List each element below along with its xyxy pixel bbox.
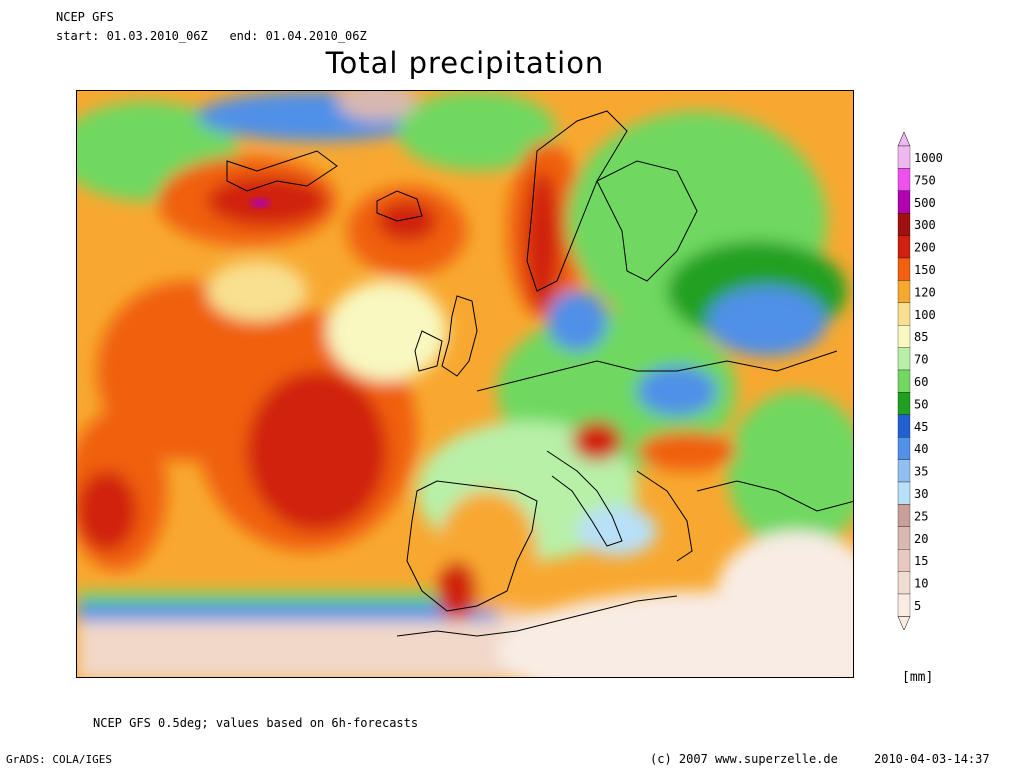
end-value: 01.04.2010_06Z (265, 29, 367, 43)
legend-swatch (897, 257, 911, 281)
timestamp: 2010-04-03-14:37 (874, 752, 990, 766)
legend-swatch (897, 481, 911, 505)
legend-swatch (897, 168, 911, 191)
legend-swatch (897, 593, 911, 617)
precip-field (77, 91, 853, 677)
legend-swatch (897, 526, 911, 550)
unit-label: [mm] (902, 670, 934, 685)
software-credit: GrADS: COLA/IGES (6, 753, 112, 766)
legend-level-label: 60 (914, 375, 928, 389)
legend-level-label: 70 (914, 353, 928, 367)
map-title: Total precipitation (325, 46, 605, 80)
precipitation-map (76, 90, 854, 678)
map-canvas (77, 91, 853, 677)
legend-level-label: 20 (914, 532, 928, 546)
legend-arrow-bottom (897, 616, 911, 630)
legend-swatch (897, 302, 911, 326)
legend-level-label: 30 (914, 487, 928, 501)
legend-level-label: 85 (914, 330, 928, 344)
legend-swatch (897, 190, 911, 214)
coastlines (226, 110, 853, 637)
legend-level-label: 45 (914, 420, 928, 434)
max-precip-spot (250, 198, 270, 208)
legend-level-label: 150 (914, 263, 936, 277)
time-range: start: 01.03.2010_06Z end: 01.04.2010_06… (56, 29, 367, 43)
legend-swatch (897, 145, 911, 169)
legend-swatch (897, 571, 911, 595)
legend-level-label: 40 (914, 442, 928, 456)
legend-swatch (897, 392, 911, 415)
copyright: (c) 2007 www.superzelle.de (650, 752, 838, 766)
legend-level-label: 10 (914, 577, 928, 591)
legend-swatch (897, 549, 911, 572)
data-note: NCEP GFS 0.5deg; values based on 6h-fore… (93, 716, 419, 730)
model-name: NCEP GFS (56, 10, 114, 24)
start-label: start: (56, 29, 100, 43)
legend-level-label: 500 (914, 196, 936, 210)
precip-legend: 1000 750 500 300 200 150 120 100 85 70 60 50 45 40 35 3… (897, 131, 943, 630)
end-label: end: (229, 29, 259, 43)
legend-level-label: 200 (914, 241, 936, 255)
legend-level-label: 50 (914, 397, 928, 411)
legend-swatch (897, 504, 911, 527)
legend-swatch (897, 235, 911, 259)
legend-level-label: 300 (914, 218, 936, 232)
legend-level-label: 25 (914, 509, 928, 523)
legend-swatch (897, 414, 911, 438)
legend-level-label: 15 (914, 554, 928, 568)
legend-swatch (897, 459, 911, 483)
legend-swatch (897, 369, 911, 393)
legend-swatch (897, 347, 911, 371)
legend-level-label: 5 (914, 599, 921, 613)
legend-swatch (897, 437, 911, 460)
legend-swatch (897, 213, 911, 236)
legend-level-label: 120 (914, 285, 936, 299)
legend-swatch (897, 325, 911, 348)
legend-level-label: 1000 (914, 151, 943, 165)
legend-level-label: 35 (914, 465, 928, 479)
legend-arrow-top (897, 131, 911, 147)
legend-level-label: 100 (914, 308, 936, 322)
legend-level-label: 750 (914, 173, 936, 187)
start-value: 01.03.2010_06Z (106, 29, 208, 43)
legend-swatch (897, 280, 911, 303)
